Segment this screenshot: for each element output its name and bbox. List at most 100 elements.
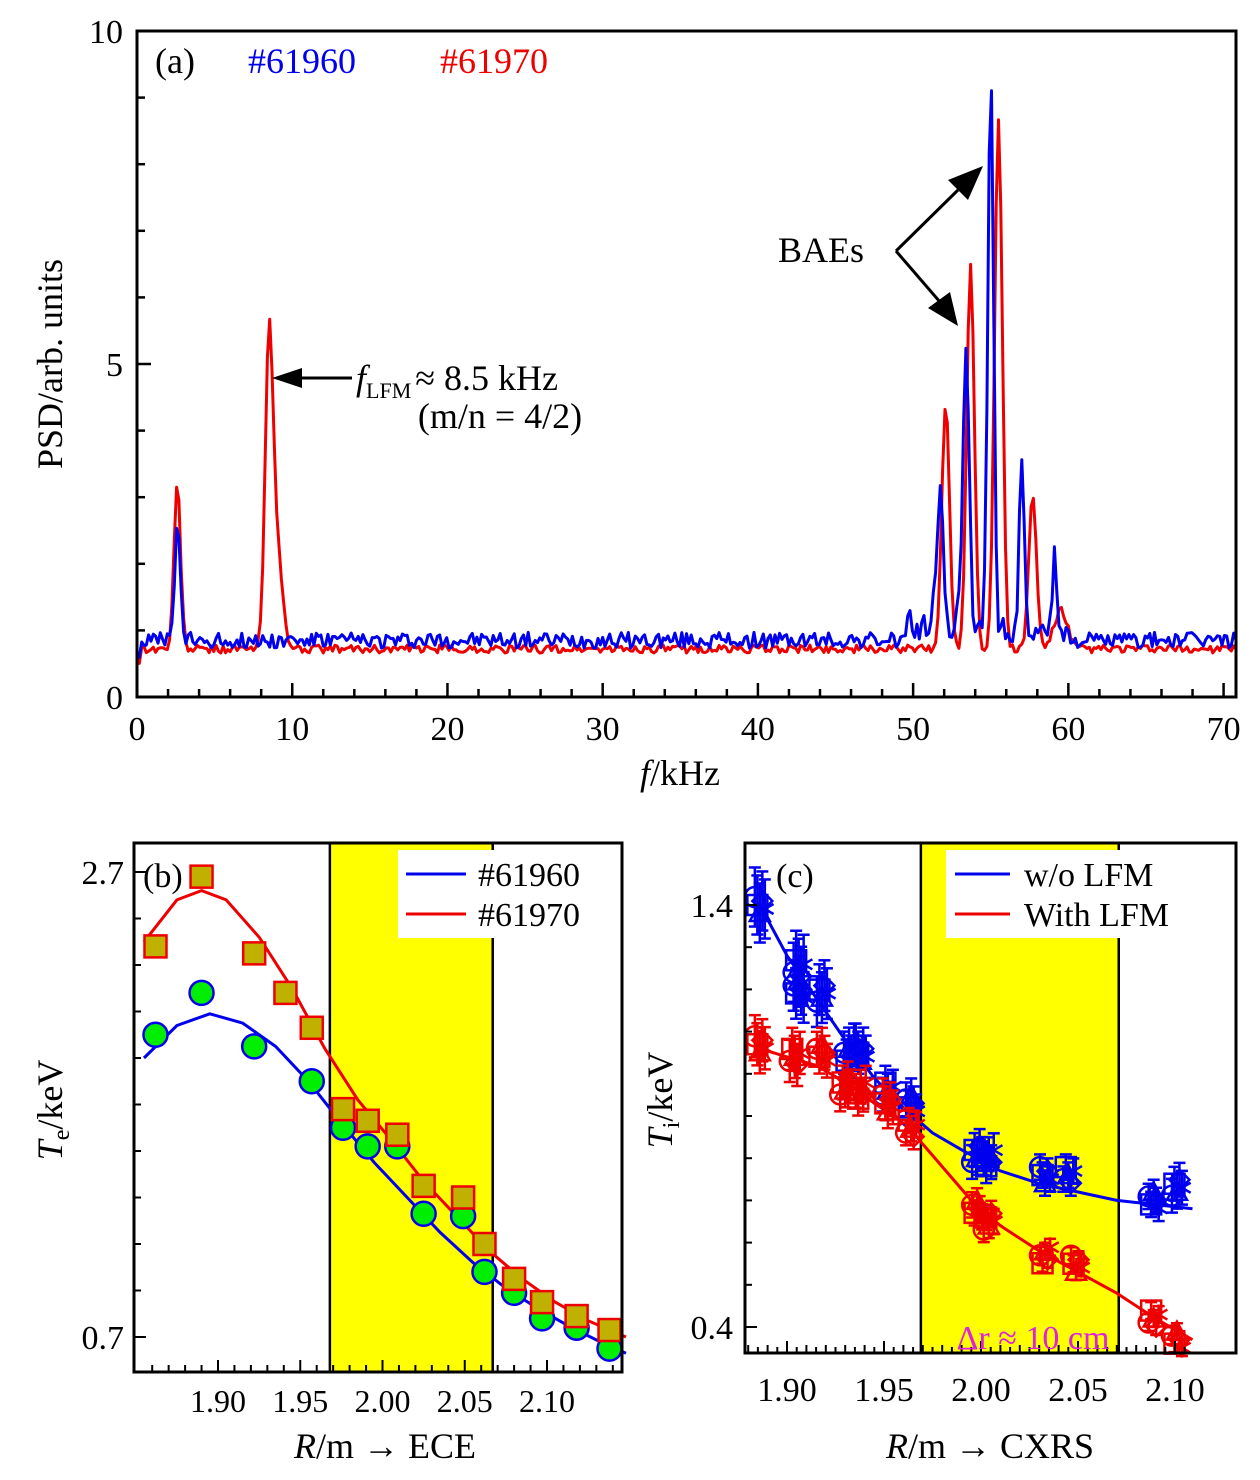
data-point-group	[871, 1077, 903, 1130]
data-point-61970	[411, 1173, 436, 1199]
marker-diamond	[1059, 1171, 1083, 1195]
y-tick-label: 0	[106, 680, 123, 717]
x-tick-label: 2.10	[1145, 1372, 1205, 1409]
x-tick-label: 2.10	[519, 1383, 575, 1419]
marker-star	[1172, 1177, 1192, 1198]
marker-star	[755, 899, 775, 919]
panel-b-ylabel: Te/keV	[30, 1060, 75, 1161]
x-tick-label: 50	[896, 711, 930, 748]
baes-annotation: BAEs	[778, 166, 983, 326]
marker-star-stroke	[984, 1144, 1004, 1157]
panel-c-legend-box	[946, 850, 1230, 938]
panel-c-label: (c)	[776, 858, 814, 895]
panel-b-ylabel-sub: e	[49, 1130, 75, 1141]
lfm-arrow-head	[272, 368, 302, 388]
marker-star	[1149, 1198, 1168, 1219]
panel-c-xlabel-rest: /m → CXRS	[908, 1426, 1094, 1466]
baes-label: BAEs	[778, 230, 864, 270]
data-point-61970	[450, 1185, 476, 1210]
data-point-group	[1160, 1161, 1192, 1214]
panel-b-legend-box	[398, 850, 616, 938]
y-tick-label: 0.7	[82, 1320, 125, 1357]
marker-star-stroke	[856, 1050, 876, 1063]
marker-star	[1071, 1257, 1091, 1278]
panel-b: 1.90 1.95 2.00 2.05 2.10 0.7 2.7 (b) #61960 #6…	[30, 841, 627, 1466]
data-point-group	[972, 1132, 1004, 1185]
panel-b-xlabel: R/m → ECE	[293, 1426, 476, 1466]
data-point-61970	[355, 1108, 380, 1134]
data-point-group	[1059, 1244, 1091, 1282]
data-point-61970	[299, 1015, 325, 1041]
marker-star	[790, 1042, 810, 1063]
data-point-group	[1137, 1178, 1168, 1223]
panel-a-legend-61970: #61970	[440, 41, 548, 81]
data-point-61970	[385, 1122, 410, 1147]
marker-star	[984, 1211, 1004, 1232]
x-tick-label: 1.95	[272, 1383, 328, 1419]
x-tick-label: 30	[586, 711, 620, 748]
panel-a: 0 10 20 30 40 50 60 70 0 5 10 (a) #61960 #61970 PS…	[30, 14, 1241, 793]
data-point-group	[743, 1013, 775, 1075]
x-tick-label: 1.90	[757, 1372, 817, 1409]
marker-circle	[1160, 1324, 1184, 1347]
panel-a-label: (a)	[155, 41, 195, 81]
marker-star-stroke	[790, 1046, 810, 1060]
lfm-annotation-line1: fLFM ≈ 8.5 kHz	[356, 358, 558, 403]
x-tick-label: 2.00	[951, 1372, 1011, 1409]
panel-c: 1.90 1.95 2.00 2.05 2.10 0.4 1.4 (c) w/o LFM W…	[640, 841, 1238, 1466]
panel-a-legend-61960: #61960	[248, 41, 356, 81]
marker-star-stroke	[1071, 1261, 1091, 1274]
marker-star	[906, 1114, 926, 1135]
marker-star	[984, 1140, 1004, 1161]
data-point-61970	[564, 1303, 589, 1329]
baes-arrow-lower-head	[928, 292, 958, 326]
series-line-61960	[137, 89, 1238, 659]
data-point-61970	[529, 1289, 555, 1315]
panel-b-label: (b)	[143, 858, 183, 895]
x-tick-label: 1.90	[190, 1383, 246, 1419]
panel-a-ylabel: PSD/arb. units	[30, 259, 70, 469]
marker-star-stroke	[984, 1215, 1004, 1228]
data-point-61960	[354, 1133, 381, 1160]
lfm-freq: ≈ 8.5 kHz	[415, 358, 558, 398]
data-point-61960	[298, 1068, 326, 1095]
data-point-61970	[472, 1231, 497, 1257]
panel-c-ylabel-T: T	[640, 1125, 680, 1148]
data-point-61970	[330, 1096, 356, 1122]
marker-star-stroke	[755, 902, 775, 916]
marker-star-stroke	[883, 1101, 903, 1114]
y-tick-label: 1.4	[691, 888, 734, 925]
panel-b-legend: #61960 #61970	[398, 850, 616, 938]
data-point-61970	[597, 1317, 622, 1343]
marker-star-stroke	[1149, 1202, 1168, 1215]
x-tick-label: 60	[1051, 711, 1085, 748]
data-point-group	[1028, 1153, 1060, 1197]
baes-arrow-lower-shaft	[894, 250, 942, 303]
marker-star-stroke	[906, 1118, 926, 1131]
marker-star	[1149, 1304, 1168, 1325]
marker-diamond	[901, 1124, 926, 1149]
data-point-group	[778, 1026, 810, 1088]
x-tick-label: 1.95	[854, 1372, 914, 1409]
baes-arrow-upper-head	[948, 166, 983, 200]
data-point-61960	[142, 1021, 169, 1048]
marker-star-stroke	[1063, 1164, 1083, 1178]
x-tick-label: 10	[275, 711, 309, 748]
marker-star	[856, 1046, 876, 1067]
data-point-61970	[273, 980, 298, 1006]
data-point-group	[805, 1026, 837, 1079]
y-tick-label: 5	[106, 347, 123, 384]
baes-arrow-upper-shaft	[894, 188, 960, 253]
data-point-group	[844, 1064, 876, 1117]
panel-a-xlabel-unit: /kHz	[650, 753, 720, 793]
panel-b-ylabel-T: T	[30, 1137, 70, 1160]
data-point-group	[1052, 1153, 1083, 1197]
marker-star-stroke	[1172, 1341, 1192, 1354]
marker-star-stroke	[755, 1042, 775, 1055]
y-tick-label: 0.4	[691, 1310, 734, 1347]
marker-star	[856, 1072, 876, 1093]
marker-circle	[1059, 1244, 1083, 1267]
panel-c-legend: w/o LFM With LFM	[946, 850, 1230, 938]
marker-star-stroke	[1149, 1308, 1168, 1321]
